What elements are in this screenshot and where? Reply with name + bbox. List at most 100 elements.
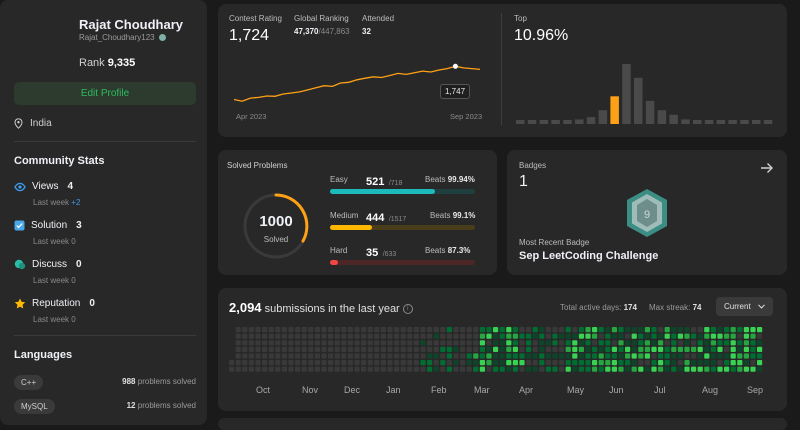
heatmap-cell [400,327,406,333]
heatmap-cell [334,346,340,352]
heatmap-cell [361,366,367,372]
heatmap-cell [559,360,565,366]
profile-name: Rajat Choudhary [79,17,184,32]
heatmap-cell [585,333,591,339]
histogram-bar [634,77,643,124]
heatmap-cell [710,333,716,339]
medium-count-value: 444 [366,212,385,224]
heatmap-cell [407,353,413,359]
medium-bar-fill [330,225,373,230]
heatmap-cell [519,353,525,359]
heatmap-cell [308,366,314,372]
heatmap-cell [605,333,611,339]
heatmap-cell [552,327,558,333]
heatmap-cell [493,340,499,346]
heatmap-cell [334,340,340,346]
heatmap-cell [427,360,433,366]
heatmap-cell [552,340,558,346]
heatmap-cell [235,333,241,339]
heatmap-cell [526,333,532,339]
month-label: Sep [747,385,764,395]
rating-line-chart[interactable] [232,59,487,109]
heatmap-cell [664,360,670,366]
heatmap-cell [532,346,538,352]
heatmap-cell [473,346,479,352]
heatmap-cell [585,353,591,359]
heatmap-cell [552,333,558,339]
heatmap-cell [328,346,334,352]
histogram-bar [610,96,619,124]
heatmap-cell [433,327,439,333]
heatmap-cell [380,366,386,372]
heatmap-cell [532,327,538,333]
heatmap-cell [697,366,703,372]
heatmap-cell [486,346,492,352]
heatmap-cell [446,353,452,359]
heatmap-cell [684,327,690,333]
stat-label: Reputation [32,298,81,309]
heatmap-cell [400,366,406,372]
heatmap-cell [255,353,261,359]
language-tag-cpp[interactable]: C++ [14,375,44,390]
heatmap-cell [730,366,736,372]
heatmap-cell [347,333,353,339]
heatmap-cell [446,360,452,366]
heatmap-cell [677,333,683,339]
heatmap-cell [684,340,690,346]
heatmap-cell [578,360,584,366]
heatmap-cell [486,340,492,346]
heatmap-cell [618,340,624,346]
profile-handle: Rajat_Choudhary123 [79,33,166,42]
heatmap-cell [730,353,736,359]
heatmap-cell [394,346,400,352]
global-ranking-label: Global Ranking [294,14,349,23]
year-dropdown[interactable]: Current [716,297,773,316]
heatmap-cell [611,327,617,333]
heatmap-cell [255,333,261,339]
rating-distribution-histogram[interactable] [516,64,774,126]
heatmap-cell [658,360,664,366]
heatmap-cell [314,340,320,346]
divider [14,141,196,142]
stat-sub-label: Last week [33,315,70,324]
histogram-bar [516,120,525,124]
heatmap-cell [453,327,459,333]
hard-label: Hard [330,246,348,255]
heatmap-cell [295,346,301,352]
heatmap-cell [592,366,598,372]
heatmap-cell [592,360,598,366]
heatmap-cell [440,340,446,346]
solved-ring[interactable] [241,191,311,261]
histogram-bar [704,120,714,124]
heatmap-cell [235,340,241,346]
heatmap-cell [394,340,400,346]
heatmap-cell [644,340,650,346]
language-count-suffix: problems solved [137,377,196,386]
heatmap-cell [526,353,532,359]
heatmap-cell [347,340,353,346]
heatmap-cell [367,333,373,339]
heatmap-cell [460,360,466,366]
arrow-right-icon[interactable] [760,162,774,174]
heatmap-cell [466,333,472,339]
heatmap-cell [625,333,631,339]
solved-total: 1000 [259,213,293,230]
rating-highlight-point[interactable] [452,63,458,69]
heatmap-cell [545,333,551,339]
active-days-label: Total active days: [560,303,622,312]
submission-grid[interactable] [229,325,779,383]
heatmap-cell [598,327,604,333]
heatmap-cell [387,353,393,359]
heatmap-cell [361,346,367,352]
edit-profile-button[interactable]: Edit Profile [14,82,196,105]
heatmap-cell [499,333,505,339]
heatmap-cell [572,366,578,372]
september-badge-icon[interactable]: 9 [624,187,670,239]
heatmap-cell [301,327,307,333]
heatmap-cell [328,340,334,346]
info-icon[interactable]: i [402,304,413,315]
language-tag-mysql[interactable]: MySQL [14,399,55,414]
heatmap-cell [631,360,637,366]
heatmap-cell [631,333,637,339]
heatmap-cell [440,327,446,333]
